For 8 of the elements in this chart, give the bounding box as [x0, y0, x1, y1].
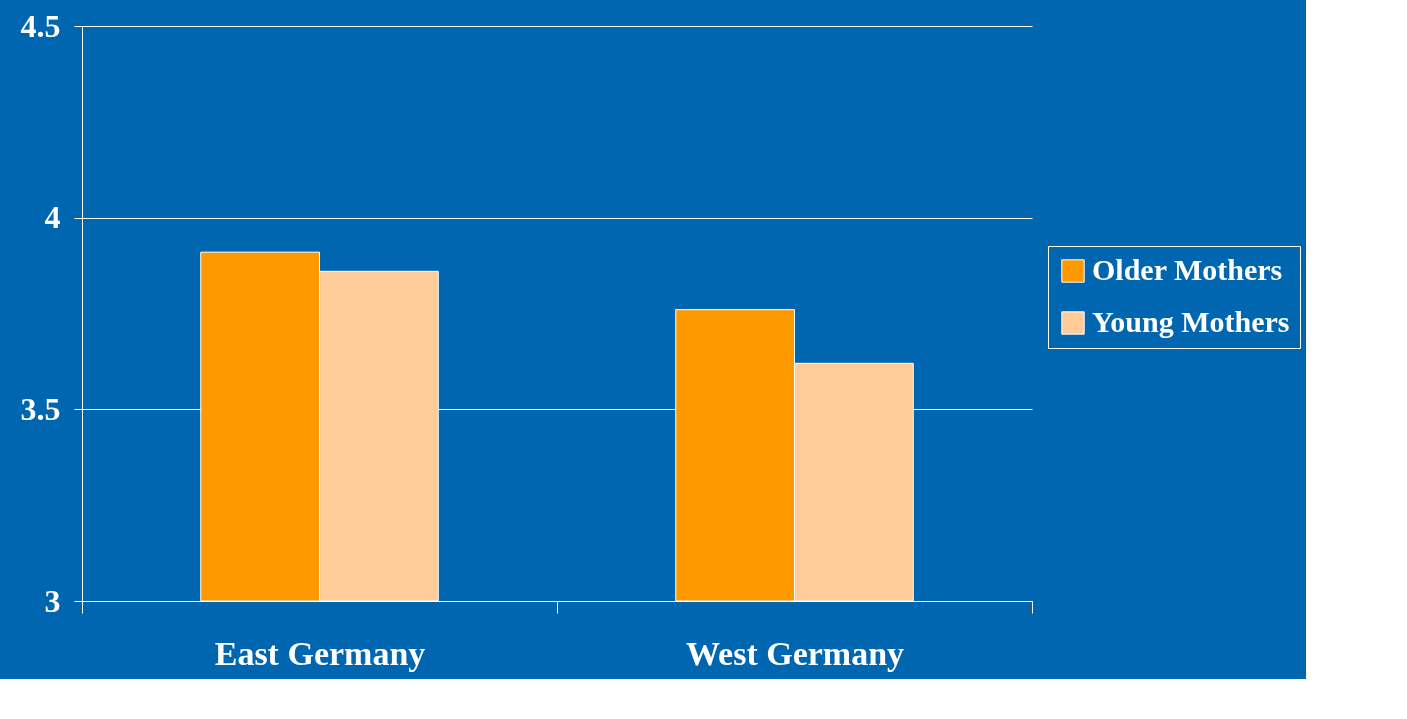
legend-label: Young Mothers [1092, 305, 1290, 338]
y-tick-label: 3 [44, 582, 61, 619]
y-tick-label: 4 [44, 199, 61, 236]
y-tick-label: 4.5 [20, 7, 61, 44]
x-tick-label: East Germany [214, 634, 426, 672]
legend-label: Older Mothers [1092, 253, 1283, 286]
y-tick-label: 3.5 [20, 390, 61, 427]
x-tick-label: West Germany [685, 634, 905, 672]
